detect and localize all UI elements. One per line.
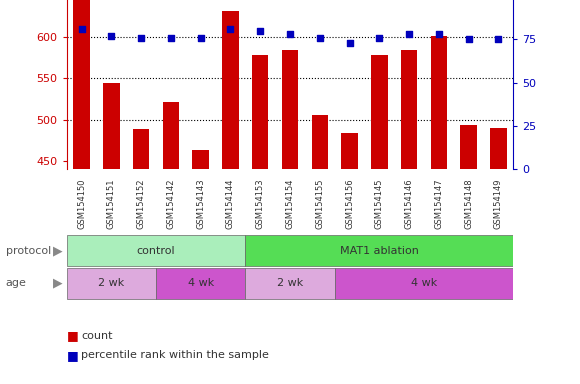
Text: 2 wk: 2 wk — [277, 278, 303, 288]
Bar — [103, 83, 119, 169]
Text: control: control — [137, 245, 175, 256]
Text: ■: ■ — [67, 329, 78, 343]
Text: GSM154151: GSM154151 — [107, 179, 116, 229]
Bar — [245, 268, 335, 299]
Point — [77, 26, 86, 32]
Text: GSM154148: GSM154148 — [464, 179, 473, 229]
Point — [285, 31, 295, 37]
Bar — [163, 102, 179, 169]
Text: age: age — [6, 278, 27, 288]
Bar — [431, 36, 447, 169]
Bar — [342, 133, 358, 169]
Point — [345, 40, 354, 46]
Point — [226, 26, 235, 32]
Text: ▶: ▶ — [53, 244, 63, 257]
Point — [464, 36, 473, 42]
Point — [494, 36, 503, 42]
Text: GSM154153: GSM154153 — [256, 179, 264, 229]
Text: ■: ■ — [67, 349, 78, 362]
Bar — [252, 55, 269, 169]
Text: 4 wk: 4 wk — [411, 278, 437, 288]
Text: GSM154149: GSM154149 — [494, 179, 503, 229]
Point — [196, 35, 205, 41]
Text: GSM154155: GSM154155 — [316, 179, 324, 229]
Bar — [67, 235, 245, 266]
Point — [315, 35, 324, 41]
Bar — [67, 268, 156, 299]
Bar — [461, 125, 477, 169]
Text: 2 wk: 2 wk — [98, 278, 125, 288]
Text: ▶: ▶ — [53, 277, 63, 290]
Text: GSM154154: GSM154154 — [285, 179, 295, 229]
Text: protocol: protocol — [6, 245, 51, 256]
Bar — [490, 128, 506, 169]
Text: 4 wk: 4 wk — [187, 278, 214, 288]
Text: GSM154146: GSM154146 — [405, 179, 414, 229]
Text: count: count — [81, 331, 113, 341]
Bar — [282, 50, 298, 169]
Bar — [133, 129, 149, 169]
Point — [375, 35, 384, 41]
Text: GSM154144: GSM154144 — [226, 179, 235, 229]
Text: GSM154156: GSM154156 — [345, 179, 354, 229]
Text: percentile rank within the sample: percentile rank within the sample — [81, 350, 269, 360]
Point — [166, 35, 176, 41]
Bar — [335, 268, 513, 299]
Bar — [311, 116, 328, 169]
Point — [256, 28, 265, 34]
Bar — [222, 11, 238, 169]
Bar — [371, 55, 387, 169]
Point — [107, 33, 116, 39]
Bar — [193, 150, 209, 169]
Text: GSM154147: GSM154147 — [434, 179, 443, 229]
Text: GSM154150: GSM154150 — [77, 179, 86, 229]
Bar — [156, 268, 245, 299]
Bar — [74, 0, 90, 169]
Text: MAT1 ablation: MAT1 ablation — [340, 245, 419, 256]
Text: GSM154145: GSM154145 — [375, 179, 384, 229]
Text: GSM154142: GSM154142 — [166, 179, 175, 229]
Point — [136, 35, 146, 41]
Point — [404, 31, 414, 37]
Text: GSM154152: GSM154152 — [137, 179, 146, 229]
Bar — [401, 50, 417, 169]
Point — [434, 31, 444, 37]
Text: GSM154143: GSM154143 — [196, 179, 205, 229]
Bar — [245, 235, 513, 266]
